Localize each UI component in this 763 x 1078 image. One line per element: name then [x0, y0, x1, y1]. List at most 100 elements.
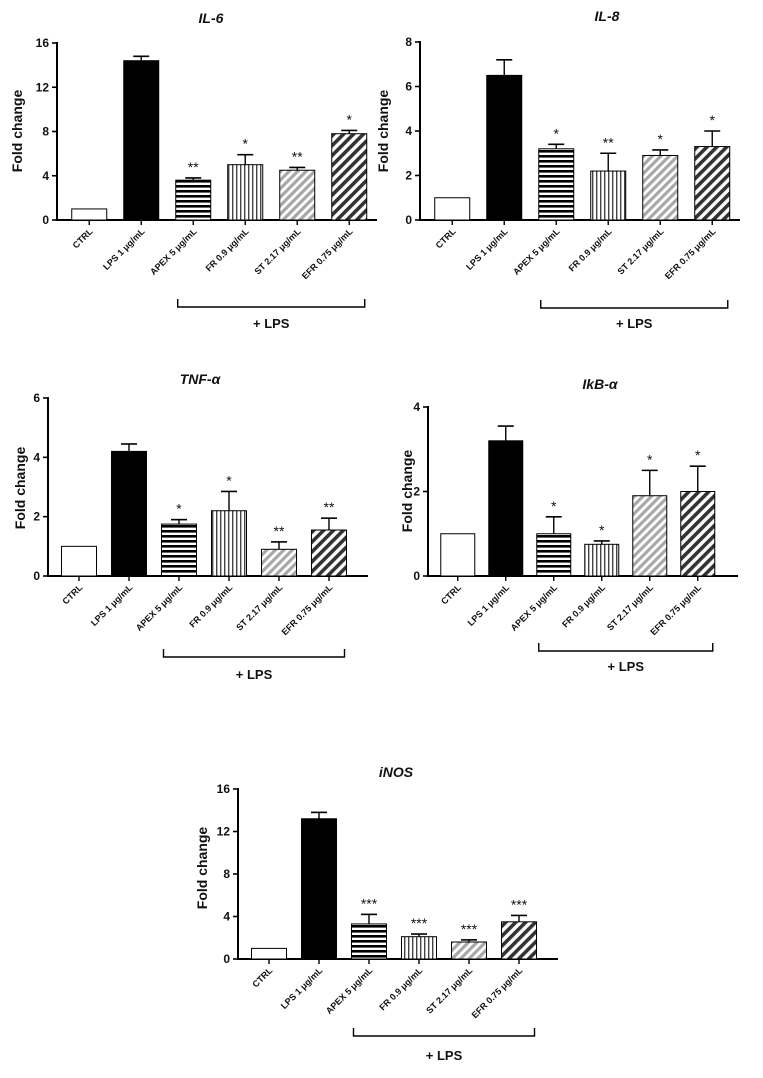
x-tick-label: LPS 1 μg/mL [101, 226, 147, 272]
y-tick-label: 4 [223, 910, 230, 924]
bar [536, 533, 572, 577]
x-tick-label: FR 0.9 μg/mL [204, 226, 251, 273]
x-tick-label: APEX 5 μg/mL [511, 226, 562, 277]
significance-label: *** [361, 895, 378, 911]
significance-label: *** [411, 915, 428, 931]
x-tick-label: APEX 5 μg/mL [324, 965, 375, 1016]
significance-label: * [551, 498, 557, 514]
significance-label: ** [603, 134, 614, 150]
bar [261, 548, 297, 577]
y-axis-label: Fold change [375, 90, 391, 173]
bar [301, 818, 337, 960]
bar [251, 947, 287, 960]
bar [175, 179, 212, 221]
y-tick-label: 2 [405, 169, 412, 183]
x-tick-label: FR 0.9 μg/mL [560, 582, 607, 629]
bar [584, 543, 620, 577]
bar [351, 923, 387, 960]
y-tick-label: 6 [405, 80, 412, 94]
significance-label: ** [324, 499, 335, 515]
bar [488, 440, 524, 577]
x-tick-label: FR 0.9 μg/mL [187, 582, 234, 629]
x-tick-label: ST 2.17 μg/mL [424, 965, 475, 1016]
x-tick-label: ST 2.17 μg/mL [605, 582, 656, 633]
bar [123, 60, 160, 221]
y-tick-label: 0 [33, 569, 40, 583]
x-tick-label: EFR 0.75 μg/mL [470, 965, 525, 1020]
y-tick-label: 4 [42, 169, 49, 183]
y-tick-label: 0 [223, 952, 230, 966]
x-tick-label: CTRL [60, 582, 84, 606]
group-bracket [538, 643, 714, 652]
y-tick-label: 8 [405, 35, 412, 49]
group-bracket [162, 649, 346, 658]
chart-panel-4: IkB-α Fold change 0 2 4 CTRL LPS 1 μg/mL * APEX … [399, 376, 738, 674]
significance-label: * [710, 112, 716, 128]
bar [227, 164, 264, 221]
significance-label: * [347, 111, 353, 127]
bar [61, 545, 97, 577]
significance-label: ** [188, 159, 199, 175]
x-tick-label: ST 2.17 μg/mL [252, 226, 303, 277]
significance-label: *** [461, 921, 478, 937]
chart-panel-5: iNOS Fold change 0 4 8 12 16 CTRL LPS 1 μg/mL ***… [194, 764, 558, 1063]
group-label: + LPS [253, 316, 290, 331]
group-label: + LPS [236, 667, 273, 682]
y-tick-label: 6 [33, 391, 40, 405]
bar [434, 197, 471, 221]
bar [694, 146, 731, 221]
bar [279, 169, 316, 221]
chart-title: IL-8 [595, 8, 620, 24]
bar [642, 154, 679, 221]
bar [501, 921, 537, 960]
bar [71, 208, 108, 221]
y-tick-label: 12 [217, 825, 231, 839]
x-tick-label: APEX 5 μg/mL [509, 582, 560, 633]
group-label: + LPS [608, 659, 645, 674]
x-tick-label: EFR 0.75 μg/mL [648, 582, 703, 637]
y-axis-label: Fold change [9, 90, 25, 173]
bar [590, 170, 627, 221]
chart-title: TNF-α [180, 371, 222, 387]
x-tick-label: EFR 0.75 μg/mL [280, 582, 335, 637]
bar [111, 450, 147, 577]
chart-title: iNOS [379, 764, 414, 780]
significance-label: *** [511, 896, 528, 912]
significance-label: * [243, 136, 249, 152]
group-bracket [352, 1028, 536, 1037]
x-tick-label: ST 2.17 μg/mL [615, 226, 666, 277]
y-tick-label: 2 [413, 485, 420, 499]
x-tick-label: FR 0.9 μg/mL [377, 965, 424, 1012]
x-tick-label: EFR 0.75 μg/mL [663, 226, 718, 281]
chart-title: IkB-α [582, 376, 618, 392]
x-tick-label: APEX 5 μg/mL [148, 226, 199, 277]
significance-label: * [599, 522, 605, 538]
x-tick-label: LPS 1 μg/mL [279, 965, 325, 1011]
x-tick-label: ST 2.17 μg/mL [234, 582, 285, 633]
bar [440, 533, 476, 577]
y-tick-label: 0 [405, 213, 412, 227]
bar [451, 941, 487, 960]
bar [401, 936, 437, 960]
x-tick-label: LPS 1 μg/mL [89, 582, 135, 628]
bar [680, 491, 716, 577]
y-tick-label: 12 [36, 80, 50, 94]
x-tick-label: CTRL [434, 226, 458, 250]
y-tick-label: 0 [42, 213, 49, 227]
significance-label: * [226, 472, 232, 488]
x-tick-label: CTRL [439, 582, 463, 606]
bar [632, 495, 668, 577]
significance-label: ** [274, 523, 285, 539]
x-tick-label: APEX 5 μg/mL [134, 582, 185, 633]
significance-label: * [176, 501, 182, 517]
y-axis-label: Fold change [194, 827, 210, 910]
y-tick-label: 8 [223, 867, 230, 881]
group-label: + LPS [616, 316, 653, 331]
group-label: + LPS [426, 1048, 463, 1063]
x-tick-label: CTRL [250, 965, 274, 989]
y-tick-label: 4 [405, 124, 412, 138]
bar [311, 529, 347, 577]
y-tick-label: 8 [42, 125, 49, 139]
chart-panel-3: TNF-α Fold change 0 2 4 6 CTRL LPS 1 μg/mL * APEX… [12, 371, 368, 682]
